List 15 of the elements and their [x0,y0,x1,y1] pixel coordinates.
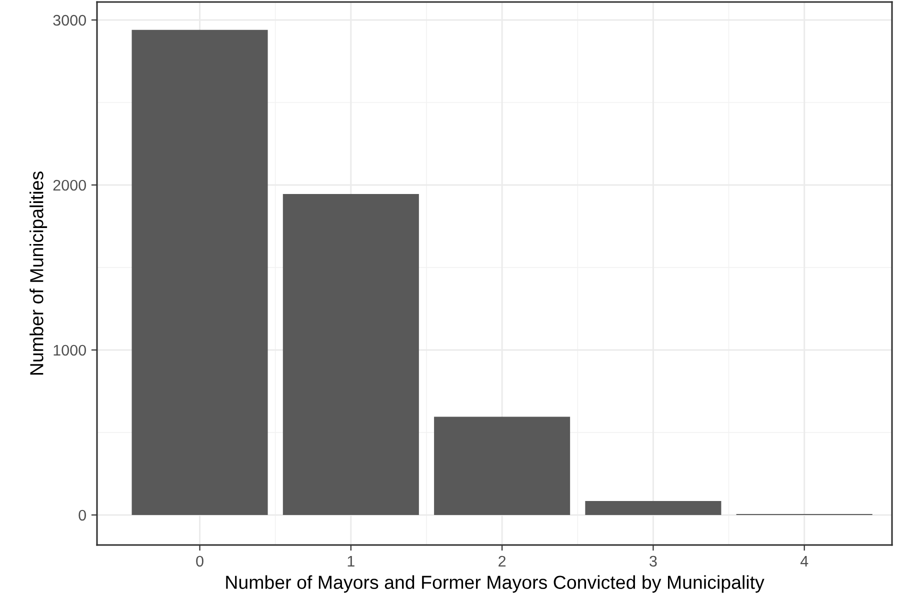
bar [585,500,722,515]
x-tick-label: 2 [498,556,506,566]
x-tick-label: 0 [196,556,204,567]
y-tick-label: 2000 [53,180,86,191]
bar [282,194,419,515]
x-tick-label: 4 [800,556,808,566]
x-axis-title: Number of Mayors and Former Mayors Convicted by Municipality [226,575,764,593]
x-tick-label: 1 [348,556,354,566]
x-tick-label: 3 [650,556,657,567]
y-tick-label: 1000 [54,344,86,356]
bar [434,416,570,515]
y-tick-label: 0 [78,510,86,521]
y-tick-label: 3000 [53,14,86,26]
y-axis-title: Number of Municipalities [30,172,48,375]
bar [132,30,268,515]
